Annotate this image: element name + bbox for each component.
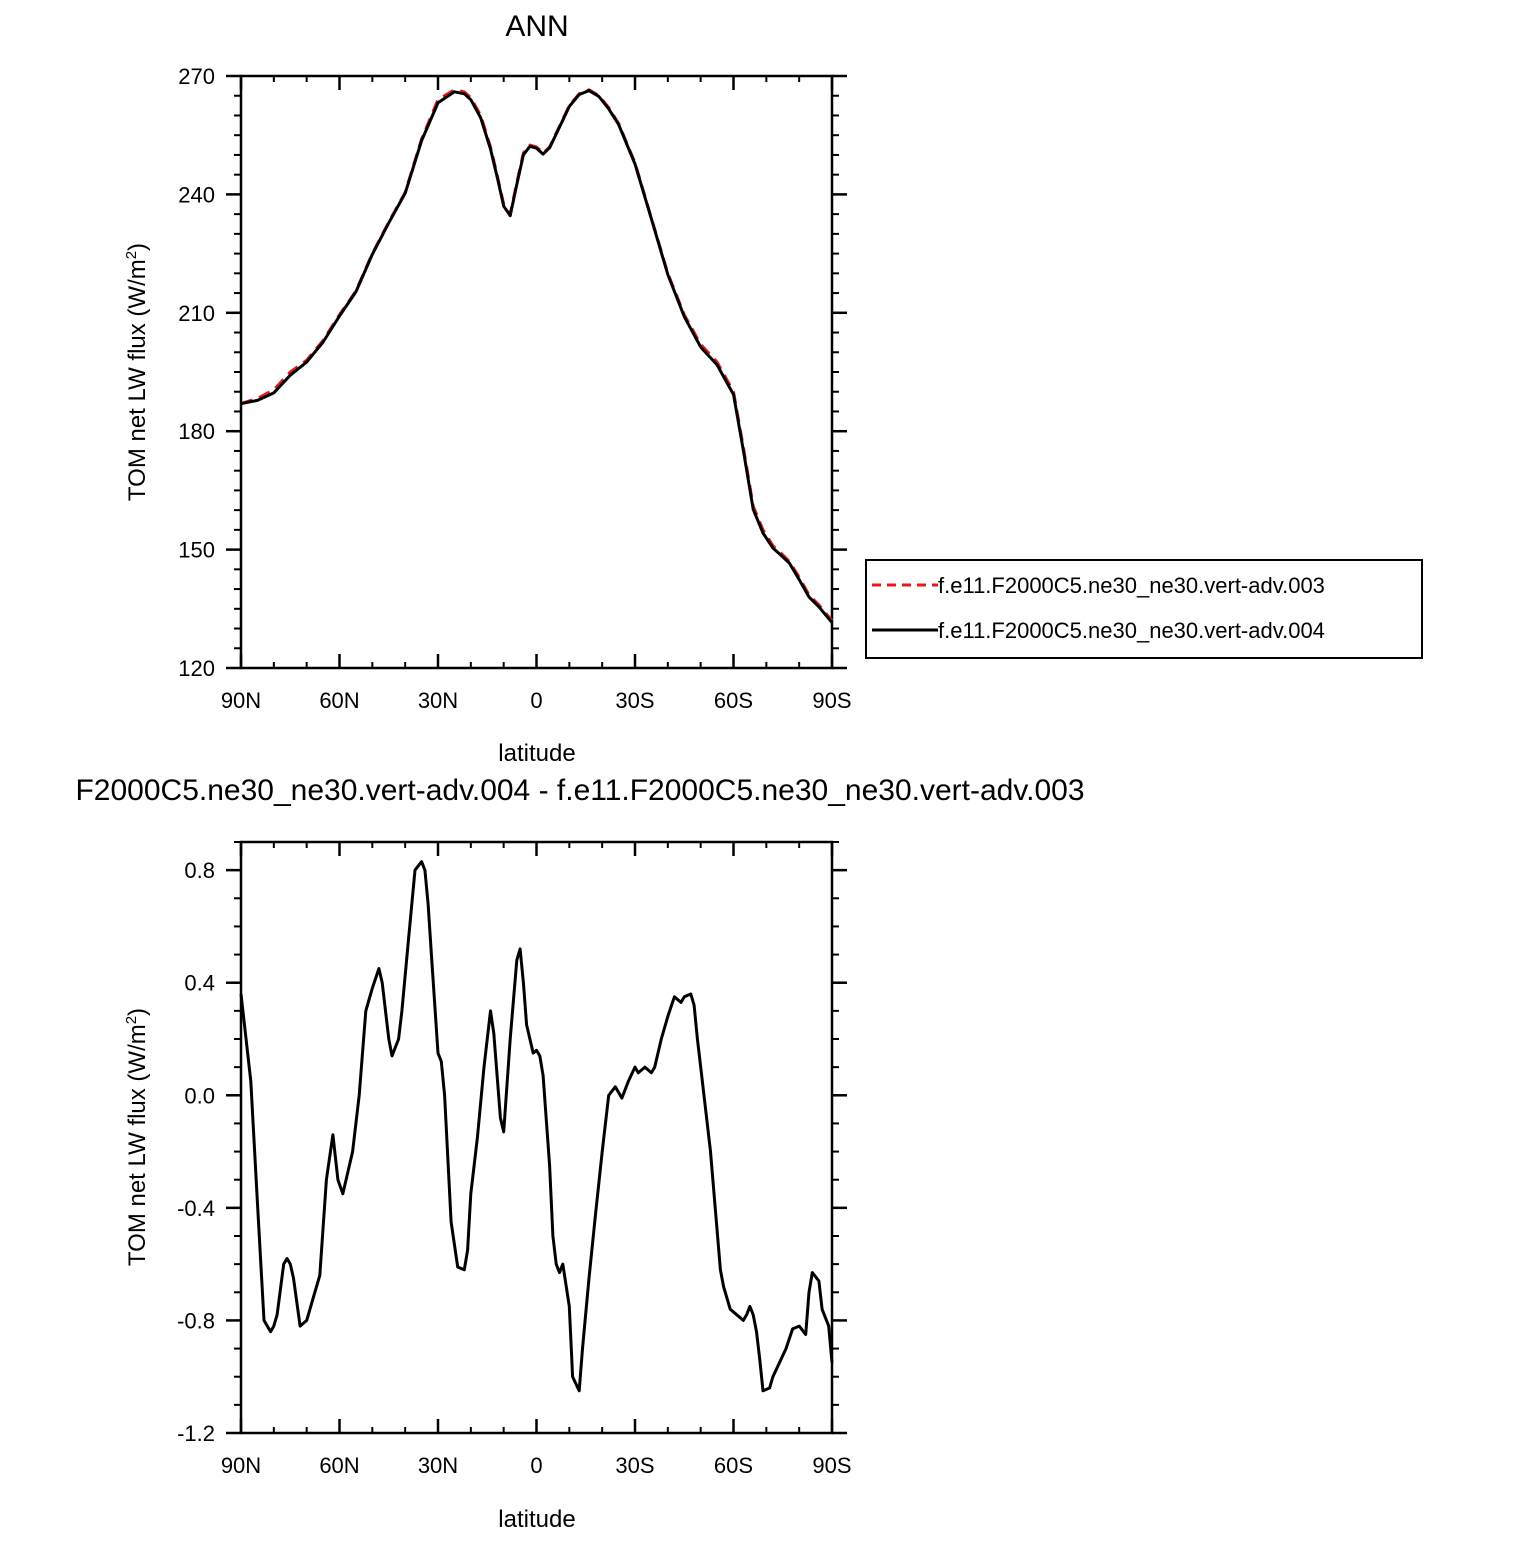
x-tick-label: 30N	[418, 688, 458, 713]
panel-bottom-ticks: 90N 60N 30N 0 30S 60S 90S -1.2 -0.8 -0.4 0.0 0.4 0.8	[177, 841, 852, 1478]
panel-top-title: ANN	[505, 10, 568, 43]
x-tick-label: 60N	[319, 1453, 359, 1478]
panel-bottom: F2000C5.ne30_ne30.vert-adv.004 - f.e11.F…	[75, 774, 1084, 1533]
x-tick-label: 90N	[221, 1453, 261, 1478]
panel-top-ticks: 90N 60N 30N 0 30S 60S 90S 120 150 180 210 240 270	[178, 64, 851, 713]
y-tick-label: -0.4	[177, 1196, 215, 1221]
y-tick-label: 240	[178, 182, 215, 207]
series-line-0	[239, 860, 834, 1393]
x-tick-label: 30S	[615, 1453, 654, 1478]
panel-top-ylabel: TOM net LW flux (W/m2)	[123, 243, 151, 501]
y-tick-label: 0.0	[184, 1083, 215, 1108]
panel-bottom-title: F2000C5.ne30_ne30.vert-adv.004 - f.e11.F…	[75, 774, 1084, 807]
x-tick-label: 30S	[615, 688, 654, 713]
x-tick-label: 0	[530, 688, 542, 713]
x-tick-label: 0	[530, 1453, 542, 1478]
y-tick-label: 0.4	[184, 971, 215, 996]
y-tick-label: 150	[178, 538, 215, 563]
panel-top-frame	[239, 74, 834, 670]
series-line-0	[240, 88, 834, 622]
ylabel-close: )	[124, 243, 151, 251]
legend-label-003: f.e11.F2000C5.ne30_ne30.vert-adv.003	[938, 573, 1325, 598]
y-tick-label: 120	[178, 656, 215, 681]
ylabel-main: TOM net LW flux (W/m	[124, 259, 151, 501]
y-tick-label: 0.8	[184, 858, 215, 883]
panel-top-xlabel: latitude	[498, 740, 575, 767]
panel-bottom-xlabel: latitude	[498, 1506, 575, 1533]
panel-bottom-frame	[239, 840, 834, 1435]
legend-label-004: f.e11.F2000C5.ne30_ne30.vert-adv.004	[938, 618, 1325, 643]
x-tick-label: 60S	[714, 1453, 753, 1478]
panel-bottom-series	[239, 860, 834, 1393]
y-tick-label: 270	[178, 64, 215, 89]
panel-bottom-ylabel: TOM net LW flux (W/m2)	[123, 1008, 151, 1266]
ylabel-close: )	[124, 1008, 151, 1016]
x-tick-label: 60N	[319, 688, 359, 713]
x-tick-label: 90N	[221, 688, 261, 713]
y-tick-label: 210	[178, 301, 215, 326]
legend: f.e11.F2000C5.ne30_ne30.vert-adv.003 f.e…	[865, 559, 1423, 659]
legend-box	[865, 559, 1423, 659]
panel-top: ANN 90N 60N 30N 0 30S 60S 90S 120 150 180 210 240 27…	[123, 10, 1423, 767]
ylabel-sup: 2	[123, 251, 140, 259]
series-line-1	[240, 89, 834, 624]
x-tick-label: 90S	[812, 1453, 851, 1478]
ylabel-main: TOM net LW flux (W/m	[124, 1024, 151, 1266]
x-tick-label: 60S	[714, 688, 753, 713]
x-tick-label: 90S	[812, 688, 851, 713]
x-tick-label: 30N	[418, 1453, 458, 1478]
y-tick-label: -0.8	[177, 1308, 215, 1333]
panel-top-series	[240, 88, 834, 624]
y-tick-label: -1.2	[177, 1421, 215, 1446]
y-tick-label: 180	[178, 419, 215, 444]
ylabel-sup: 2	[123, 1016, 140, 1024]
